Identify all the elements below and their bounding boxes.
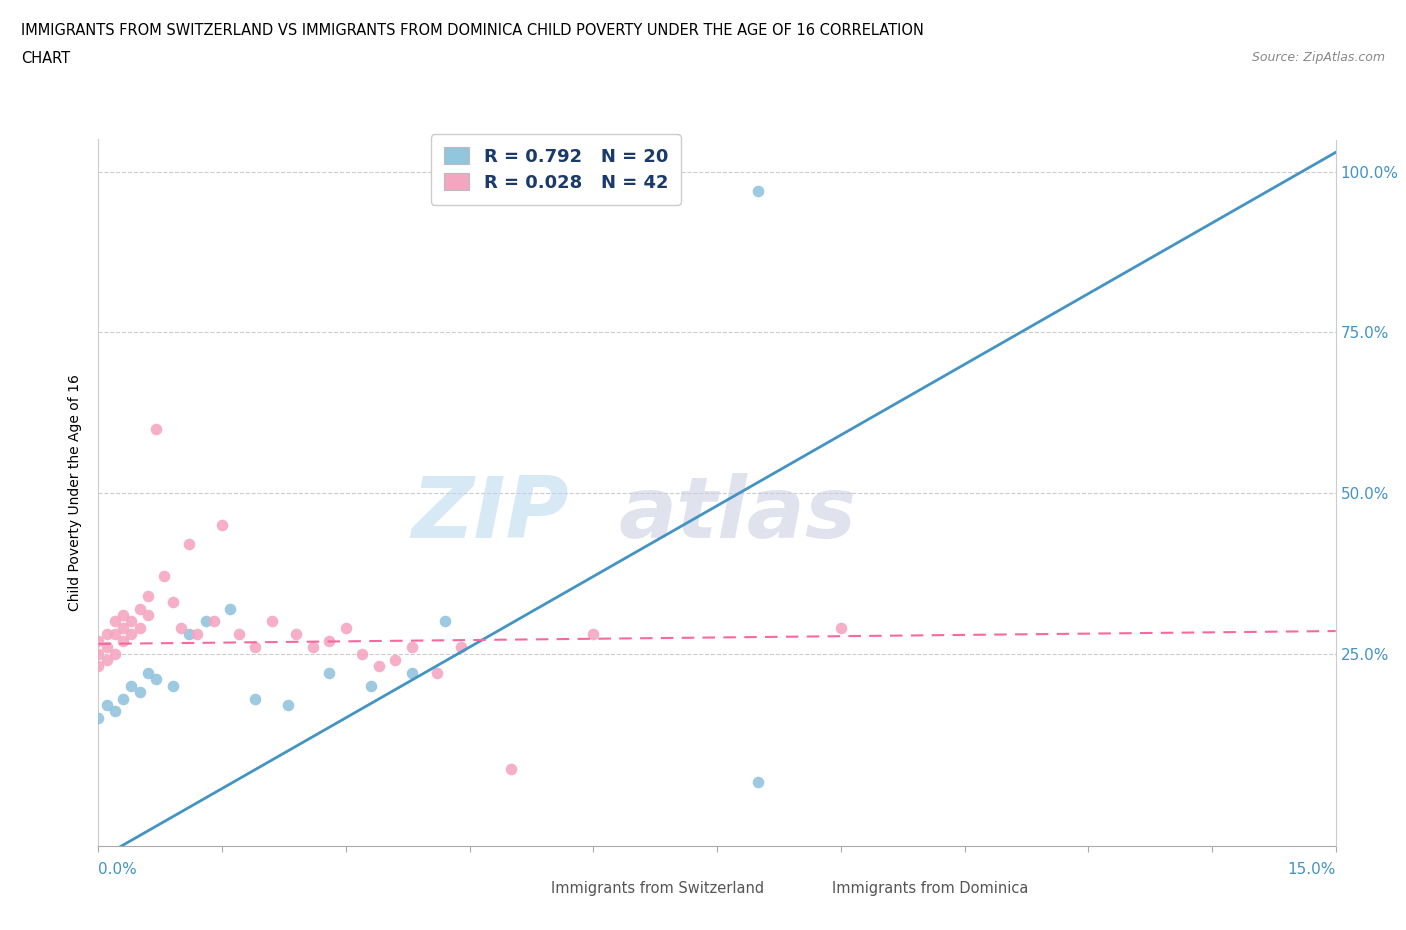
- Text: Immigrants from Dominica: Immigrants from Dominica: [832, 881, 1029, 896]
- Point: [360, 678, 382, 693]
- Point: [194, 614, 217, 629]
- Point: [145, 421, 167, 436]
- Point: [87, 646, 110, 661]
- Point: [747, 775, 769, 790]
- Point: [335, 620, 357, 635]
- Point: [96, 627, 118, 642]
- Point: [145, 671, 167, 686]
- Point: [243, 640, 266, 655]
- Point: [401, 665, 423, 680]
- Point: [179, 627, 201, 642]
- Point: [153, 569, 176, 584]
- Point: [170, 620, 193, 635]
- Point: [352, 646, 374, 661]
- Point: [499, 762, 522, 777]
- Point: [128, 620, 150, 635]
- Point: [186, 627, 208, 642]
- Point: [219, 601, 242, 616]
- Point: [260, 614, 283, 629]
- Text: Source: ZipAtlas.com: Source: ZipAtlas.com: [1251, 51, 1385, 64]
- Point: [128, 684, 150, 699]
- Point: [202, 614, 225, 629]
- Point: [243, 691, 266, 706]
- Point: [96, 653, 118, 668]
- Point: [302, 640, 325, 655]
- Point: [136, 589, 159, 604]
- Point: [112, 620, 135, 635]
- Point: [426, 665, 449, 680]
- Point: [87, 633, 110, 648]
- Point: [120, 614, 142, 629]
- Point: [433, 614, 456, 629]
- Point: [179, 537, 201, 551]
- Point: [136, 607, 159, 622]
- Point: [285, 627, 308, 642]
- Point: [104, 704, 127, 719]
- Text: 15.0%: 15.0%: [1288, 862, 1336, 877]
- Point: [830, 620, 852, 635]
- Point: [120, 627, 142, 642]
- Text: ZIP: ZIP: [411, 472, 568, 555]
- Point: [277, 698, 299, 712]
- Point: [112, 691, 135, 706]
- Point: [384, 653, 406, 668]
- Point: [96, 698, 118, 712]
- Point: [162, 594, 184, 609]
- Point: [228, 627, 250, 642]
- Point: [104, 627, 127, 642]
- Point: [211, 518, 233, 533]
- Point: [112, 607, 135, 622]
- Point: [450, 640, 472, 655]
- Point: [128, 601, 150, 616]
- Point: [367, 659, 389, 674]
- Point: [582, 627, 605, 642]
- Text: CHART: CHART: [21, 51, 70, 66]
- Legend: R = 0.792   N = 20, R = 0.028   N = 42: R = 0.792 N = 20, R = 0.028 N = 42: [432, 135, 681, 205]
- Y-axis label: Child Poverty Under the Age of 16: Child Poverty Under the Age of 16: [69, 375, 83, 611]
- Point: [318, 633, 340, 648]
- Point: [136, 665, 159, 680]
- Text: IMMIGRANTS FROM SWITZERLAND VS IMMIGRANTS FROM DOMINICA CHILD POVERTY UNDER THE : IMMIGRANTS FROM SWITZERLAND VS IMMIGRANT…: [21, 23, 924, 38]
- Point: [120, 678, 142, 693]
- Point: [162, 678, 184, 693]
- Point: [104, 614, 127, 629]
- Point: [747, 183, 769, 198]
- Point: [104, 646, 127, 661]
- Point: [112, 633, 135, 648]
- Point: [87, 711, 110, 725]
- Text: atlas: atlas: [619, 472, 856, 555]
- Point: [96, 640, 118, 655]
- Point: [401, 640, 423, 655]
- Point: [318, 665, 340, 680]
- Text: 0.0%: 0.0%: [98, 862, 138, 877]
- Text: Immigrants from Switzerland: Immigrants from Switzerland: [551, 881, 765, 896]
- Point: [87, 659, 110, 674]
